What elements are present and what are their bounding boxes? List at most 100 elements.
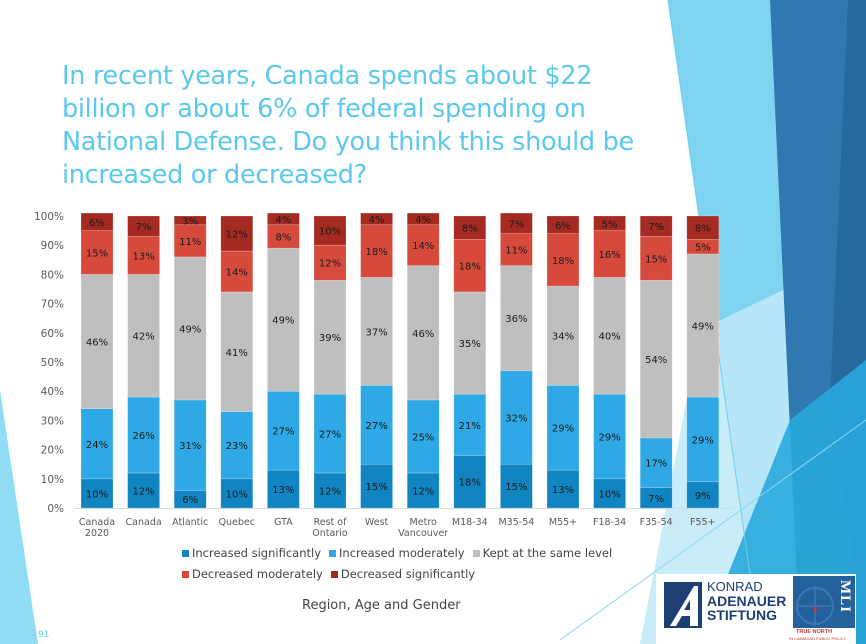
legend-swatch [329,549,337,557]
bar-segment-increased-moderately [639,437,673,488]
kas-line-1: KONRAD [707,579,763,594]
legend-item-decreased-significantly: Decreased significantly [330,567,476,581]
x-tick-label: F35-54 [640,517,673,528]
bar-segment-decreased-significantly [313,215,347,246]
bar-stack: 6% 31% 49% 11% 3% [173,215,207,509]
data-label: 12% [319,259,341,270]
bar-segment-kept-same [639,279,673,439]
data-label: 31% [179,441,201,452]
data-label: 6% [182,495,198,506]
data-label: 54% [645,355,667,366]
x-tick-label: F18-34 [593,517,626,528]
data-label: 7% [648,222,664,233]
bar-segment-kept-same [220,291,254,412]
x-tick-label: M55+ [549,517,577,528]
bar-segment-decreased-moderately [80,230,114,275]
partner-logos: KONRAD ADENAUER STIFTUNG MLI TRUE NORTH … [656,574,856,644]
data-label: 7% [136,222,152,233]
data-label: 6% [89,218,105,229]
data-label: 24% [86,440,108,451]
legend-row: Decreased moderately Decreased significan… [182,567,622,581]
data-label: 14% [412,241,434,252]
bar-segment-increased-significantly [220,478,254,509]
mli-tagline: TRUE NORTH [796,629,833,635]
bar-segment-decreased-moderately [593,230,626,278]
bar-stack: 13% 29% 34% 18% 6% [546,215,580,509]
page-number: 91 [38,630,50,640]
kas-line-3: STIFTUNG [707,607,777,623]
bar-segment-kept-same [546,285,580,386]
data-label: 10% [598,489,620,500]
y-tick-label: 70% [41,299,64,311]
mli-tagline-sub: IN CANADIAN PUBLIC POLICY [789,636,847,641]
bar-segment-increased-significantly [127,472,160,509]
legend-label: Kept at the same level [482,546,613,560]
bar-segment-increased-significantly [500,463,533,509]
data-label: 6% [555,221,571,232]
data-label: 25% [412,432,434,443]
bar-segment-increased-significantly [406,472,440,509]
bar-segment-kept-same [127,274,160,398]
data-label: 18% [459,262,481,273]
bars: 10% 24% 46% 15% 6% 12% 26% 42% 13% 7% 6% 31% 49% 11% 3… [80,212,720,509]
data-label: 3% [182,216,198,227]
data-label: 49% [179,324,201,335]
bar-segment-decreased-significantly [360,212,393,226]
bar-segment-increased-moderately [173,399,207,491]
data-label: 15% [86,249,108,260]
data-label: 18% [459,478,481,489]
data-label: 10% [226,489,248,500]
legend-swatch [182,570,189,578]
bar-segment-increased-moderately [453,393,487,456]
data-label: 7% [508,219,524,230]
x-tick-label: Canada [126,517,162,528]
bar-stack: 15% 27% 37% 18% 4% [360,212,393,509]
chart-legend: Increased significantly Increased moderat… [182,546,622,588]
data-label: 13% [552,485,574,496]
bar-segment-increased-moderately [593,393,626,480]
bar-segment-decreased-significantly [173,215,207,226]
bar-segment-increased-significantly [686,481,720,509]
bar-segment-kept-same [80,274,114,410]
data-label: 27% [272,427,294,438]
data-label: 37% [365,327,387,338]
legend-row: Increased significantly Increased moderat… [182,546,622,560]
legend-label: Decreased significantly [340,567,476,581]
x-tick-label: Canada [79,517,115,528]
data-label: 21% [459,421,481,432]
bar-segment-increased-moderately [267,390,300,471]
data-label: 5% [602,219,618,230]
y-tick-label: 30% [41,415,64,427]
data-label: 11% [505,246,527,257]
y-tick-label: 60% [41,328,64,340]
data-label: 16% [598,250,620,261]
kas-logo-text: KONRAD ADENAUER STIFTUNG [707,579,786,623]
y-tick-label: 80% [41,269,64,281]
bar-segment-kept-same [267,247,300,392]
bar-stack: 15% 32% 36% 11% 7% [500,212,533,509]
data-label: 10% [319,227,341,238]
legend-label: Decreased moderately [192,567,323,581]
data-label: 12% [226,230,248,241]
legend-item-increased-moderately: Increased moderately [329,546,465,560]
bar-segment-decreased-moderately [500,233,533,266]
bar-segment-decreased-significantly [500,212,533,234]
data-label: 40% [598,332,620,343]
bar-segment-increased-moderately [80,408,114,480]
data-label: 12% [319,486,341,497]
y-tick-label: 90% [41,240,64,252]
bar-stack: 10% 23% 41% 14% 12% [220,215,254,509]
data-label: 36% [505,314,527,325]
data-label: 17% [645,459,667,470]
bar-stack: 10% 29% 40% 16% 5% [593,215,626,509]
bar-segment-kept-same [360,277,393,386]
data-label: 13% [132,251,154,262]
bar-segment-decreased-moderately [220,250,254,293]
legend-swatch [182,549,189,557]
data-label: 14% [226,267,248,278]
x-tick-label: GTA [274,517,293,528]
y-tick-label: 50% [41,357,64,369]
